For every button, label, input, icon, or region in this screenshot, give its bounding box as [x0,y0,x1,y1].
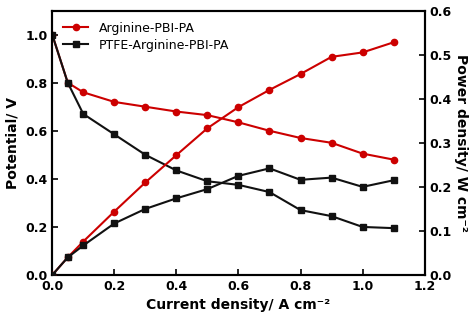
Arginine-PBI-PA [81,90,86,94]
PTFE-Arginine-PBI-PA [111,133,117,136]
PTFE-Arginine-PBI-PA [267,190,273,194]
Arginine-PBI-PA [205,113,210,117]
PTFE-Arginine-PBI-PA [49,33,55,37]
Arginine-PBI-PA [111,100,117,104]
PTFE-Arginine-PBI-PA [205,179,210,183]
PTFE-Arginine-PBI-PA [143,153,148,157]
X-axis label: Current density/ A cm⁻²: Current density/ A cm⁻² [146,299,330,313]
Y-axis label: Power density/ W cm⁻²: Power density/ W cm⁻² [455,54,468,232]
PTFE-Arginine-PBI-PA [391,226,396,230]
PTFE-Arginine-PBI-PA [173,169,179,172]
PTFE-Arginine-PBI-PA [360,225,365,229]
Arginine-PBI-PA [236,121,241,124]
Arginine-PBI-PA [328,141,334,145]
Line: PTFE-Arginine-PBI-PA: PTFE-Arginine-PBI-PA [49,31,397,231]
PTFE-Arginine-PBI-PA [81,112,86,116]
PTFE-Arginine-PBI-PA [328,214,334,218]
PTFE-Arginine-PBI-PA [298,208,303,212]
PTFE-Arginine-PBI-PA [65,81,71,85]
PTFE-Arginine-PBI-PA [236,183,241,187]
Legend: Arginine-PBI-PA, PTFE-Arginine-PBI-PA: Arginine-PBI-PA, PTFE-Arginine-PBI-PA [58,17,234,57]
Arginine-PBI-PA [49,33,55,37]
Y-axis label: Potential/ V: Potential/ V [6,97,19,189]
Arginine-PBI-PA [65,81,71,85]
Arginine-PBI-PA [173,110,179,114]
Arginine-PBI-PA [391,158,396,162]
Arginine-PBI-PA [360,152,365,156]
Arginine-PBI-PA [298,136,303,140]
Line: Arginine-PBI-PA: Arginine-PBI-PA [49,31,397,163]
Arginine-PBI-PA [143,105,148,109]
Arginine-PBI-PA [267,129,273,133]
